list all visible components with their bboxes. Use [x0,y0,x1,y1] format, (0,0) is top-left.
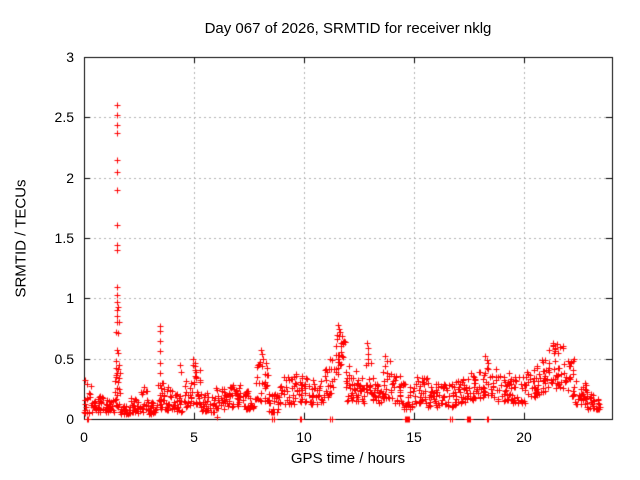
x-axis-label: GPS time / hours [290,450,406,467]
y-tick-label: 1 [66,290,74,306]
x-tick-label: 5 [190,429,198,445]
y-tick-label: 3 [66,49,74,65]
y-tick-label: 1.5 [54,230,74,246]
x-tick-label: 20 [516,429,532,445]
chart-title: Day 067 of 2026, SRMTID for receiver nkl… [204,20,492,37]
y-tick-label: 0 [66,411,74,427]
y-tick-label: 0.5 [54,351,74,367]
y-tick-label: 2.5 [54,109,74,125]
x-tick-label: 0 [80,429,88,445]
x-tick-label: 15 [406,429,422,445]
y-tick-label: 2 [66,170,74,186]
x-tick-label: 10 [296,429,312,445]
